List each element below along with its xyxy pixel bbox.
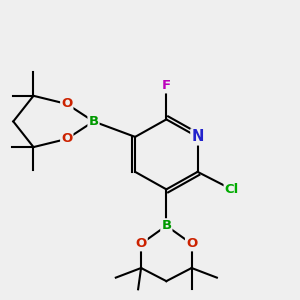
Text: O: O	[61, 132, 72, 146]
Text: B: B	[88, 115, 99, 128]
Text: O: O	[186, 237, 197, 250]
Text: B: B	[161, 219, 171, 232]
Text: Cl: Cl	[225, 183, 239, 196]
Text: N: N	[191, 129, 204, 144]
Text: O: O	[136, 237, 147, 250]
Text: O: O	[61, 98, 72, 110]
Text: F: F	[162, 80, 171, 92]
